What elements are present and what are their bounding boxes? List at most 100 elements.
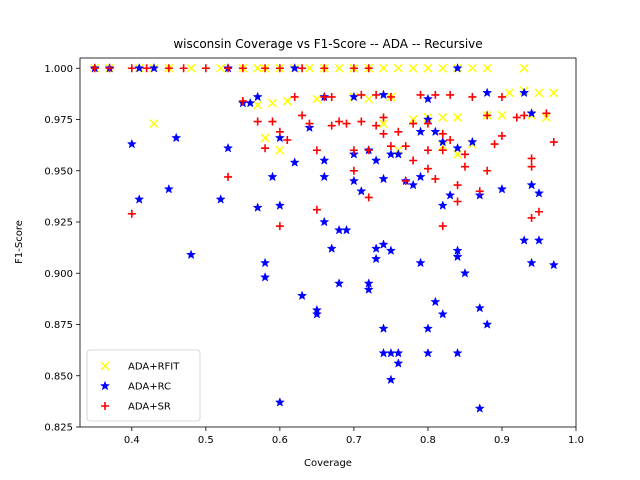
data-point [385,245,396,255]
data-point [378,63,389,73]
x-tick-label: 0.7 [346,435,362,446]
data-point [304,63,315,73]
data-point [542,109,551,118]
data-point [253,117,262,126]
data-point [452,347,463,358]
data-point [422,347,433,358]
data-point [371,243,382,253]
data-point [252,202,263,212]
data-point [289,157,300,167]
data-point [268,117,277,126]
data-point [179,64,188,73]
legend-marker [99,380,111,391]
y-tick-label: 0.825 [44,423,73,434]
data-point [519,87,530,98]
data-point [185,249,197,260]
data-point [298,111,307,120]
data-point [282,96,292,106]
data-point [245,97,256,108]
data-point [320,64,329,73]
data-point [379,129,388,138]
data-point [275,127,284,136]
data-point [348,175,359,186]
data-point [385,374,396,385]
data-point [275,145,285,155]
data-point [519,235,530,245]
data-point [490,140,499,149]
data-point [378,89,389,100]
data-point [437,200,448,210]
y-tick-label: 1.000 [44,64,73,75]
data-point [474,302,485,313]
legend-label: ADA+SR [128,402,171,413]
legend: ADA+RFIT ADA+RC ADA+SR [86,349,201,422]
data-point [341,224,352,235]
data-point [238,64,247,73]
y-tick-label: 0.975 [44,115,73,126]
data-point [379,113,388,122]
data-point [460,162,469,171]
data-point [475,187,484,196]
data-point [438,129,447,138]
data-point [267,98,278,108]
data-point [327,121,336,130]
legend-label: ADA+RFIT [128,362,180,373]
data-point [305,119,314,128]
data-point [431,174,440,183]
data-point [520,111,529,120]
data-point [453,112,463,122]
data-point [349,64,358,73]
x-axis: 0.4 0.5 0.6 0.7 0.8 0.9 1.0 [124,427,584,446]
data-point [142,64,151,73]
data-point [526,257,537,268]
data-point [534,207,543,216]
data-point [312,205,321,214]
data-point [357,90,366,99]
data-point [423,63,433,73]
data-point [438,222,447,231]
data-point [519,63,529,73]
data-point [342,119,351,128]
data-point [482,319,493,329]
data-point [261,144,270,153]
data-point [459,267,471,278]
data-point [134,194,145,204]
data-point [364,193,373,202]
legend-box [86,349,201,422]
data-point [335,117,344,126]
data-point [275,222,284,231]
data-point [401,142,410,151]
data-point [364,64,373,73]
data-point [497,131,506,140]
data-point [297,290,308,301]
x-axis-label: Coverage [304,458,352,469]
data-point [364,146,373,155]
data-point [290,92,299,101]
data-point [549,138,558,147]
data-point [423,146,432,155]
series-ada-rc [89,62,559,413]
data-point [274,397,285,407]
data-point [216,63,226,73]
data-point [201,64,210,73]
data-point [105,64,114,73]
data-point [319,216,330,227]
y-tick-label: 0.925 [44,218,73,229]
data-point [527,162,536,171]
data-point [163,183,174,194]
data-point [127,209,136,218]
data-point [533,235,545,245]
data-point [483,111,492,120]
data-point [289,62,300,73]
data-point [401,177,410,185]
data-point [527,154,536,163]
data-point [378,323,389,333]
y-axis: 0.825 0.850 0.875 0.900 0.925 0.950 0.975 1.000 [44,64,80,434]
y-tick-label: 0.900 [44,269,73,280]
data-point [334,63,344,73]
x-tick-label: 0.8 [420,435,436,446]
data-point [415,171,426,182]
data-point [311,304,322,315]
data-point [393,347,404,358]
data-point [452,251,463,262]
